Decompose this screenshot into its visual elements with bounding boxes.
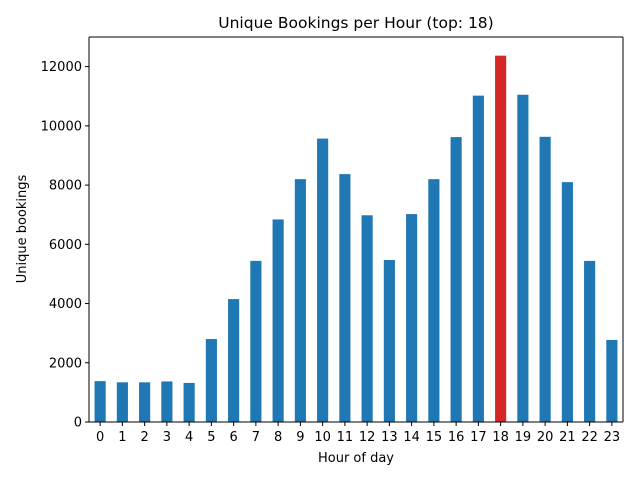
bar <box>139 382 151 422</box>
x-axis-title: Hour of day <box>318 451 394 466</box>
x-tick-label: 12 <box>359 430 376 445</box>
bar <box>272 219 284 422</box>
x-tick-label: 6 <box>229 430 237 445</box>
x-tick-label: 10 <box>314 430 331 445</box>
bar <box>228 299 240 422</box>
bar <box>339 174 351 422</box>
y-tick-label: 2000 <box>49 356 82 371</box>
bar-highlight <box>495 55 507 423</box>
bar <box>428 179 440 422</box>
x-tick-label: 23 <box>604 430 621 445</box>
bar <box>383 260 395 422</box>
bar <box>183 382 195 422</box>
bar <box>517 94 529 422</box>
bar <box>472 95 484 422</box>
bar <box>116 382 128 422</box>
x-tick-label: 16 <box>448 430 465 445</box>
x-tick-label: 9 <box>296 430 304 445</box>
bar <box>317 138 329 423</box>
bar <box>294 179 306 422</box>
bar <box>161 381 173 422</box>
bar <box>606 339 618 422</box>
x-tick-label: 2 <box>140 430 148 445</box>
y-tick-label: 8000 <box>49 179 82 194</box>
bar <box>250 260 262 422</box>
bar <box>561 182 573 422</box>
y-tick-label: 6000 <box>49 238 82 253</box>
bar <box>539 136 551 423</box>
bar <box>406 214 418 422</box>
bar <box>94 381 106 422</box>
y-axis-title: Unique bookings <box>15 175 30 284</box>
x-tick-label: 5 <box>207 430 215 445</box>
bar <box>450 137 462 422</box>
y-tick-label: 12000 <box>41 60 82 75</box>
x-tick-label: 19 <box>515 430 532 445</box>
y-tick-label: 10000 <box>41 119 82 134</box>
x-tick-label: 21 <box>559 430 576 445</box>
x-tick-label: 20 <box>537 430 554 445</box>
bar <box>584 260 596 422</box>
x-tick-label: 11 <box>337 430 354 445</box>
bar <box>205 339 217 422</box>
bar <box>361 215 373 422</box>
x-tick-label: 1 <box>118 430 126 445</box>
x-tick-label: 15 <box>426 430 443 445</box>
chart-title: Unique Bookings per Hour (top: 18) <box>218 14 493 32</box>
x-tick-label: 0 <box>96 430 104 445</box>
x-tick-label: 3 <box>163 430 171 445</box>
x-tick-label: 8 <box>274 430 282 445</box>
x-tick-label: 18 <box>492 430 509 445</box>
x-tick-label: 7 <box>252 430 260 445</box>
x-tick-label: 4 <box>185 430 193 445</box>
x-tick-label: 14 <box>403 430 420 445</box>
x-tick-label: 22 <box>581 430 598 445</box>
y-tick-label: 4000 <box>49 297 82 312</box>
y-tick-label: 0 <box>74 416 82 431</box>
x-tick-label: 17 <box>470 430 487 445</box>
x-tick-label: 13 <box>381 430 398 445</box>
